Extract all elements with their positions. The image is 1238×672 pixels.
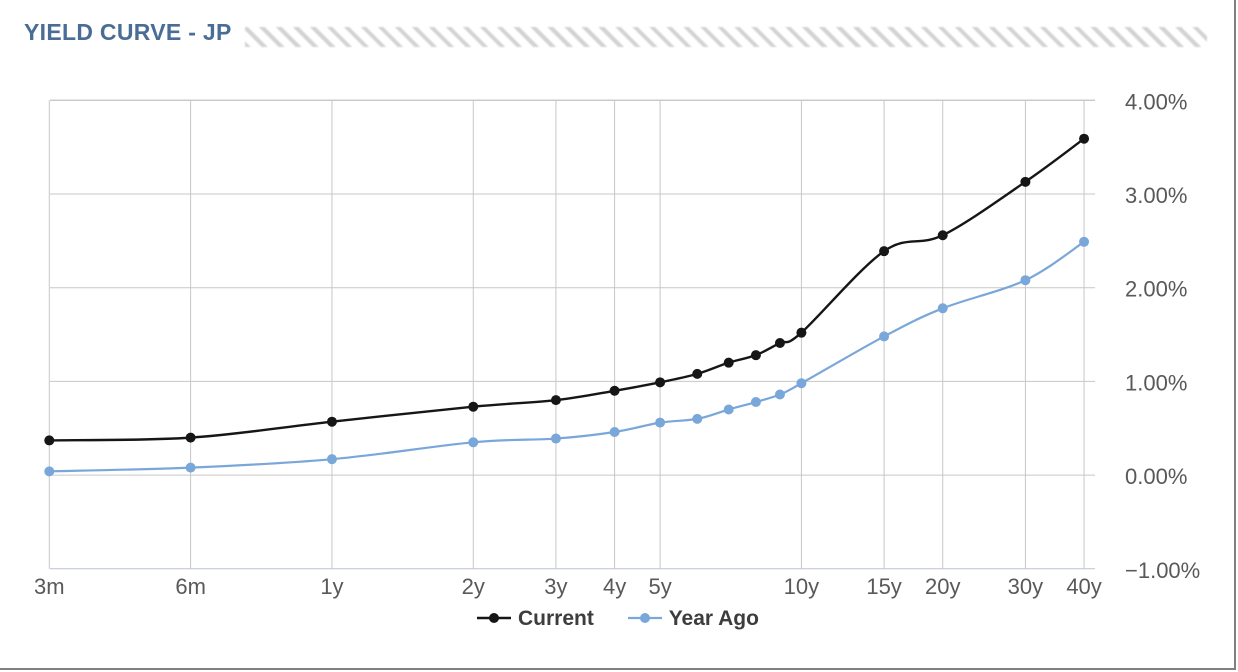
- svg-text:15y: 15y: [866, 574, 901, 599]
- svg-text:20y: 20y: [925, 574, 960, 599]
- svg-text:3m: 3m: [34, 574, 65, 599]
- svg-text:6m: 6m: [175, 574, 206, 599]
- svg-text:10y: 10y: [784, 574, 819, 599]
- svg-text:5y: 5y: [648, 574, 671, 599]
- svg-text:1y: 1y: [320, 574, 343, 599]
- svg-text:2.00%: 2.00%: [1125, 277, 1187, 302]
- svg-text:1.00%: 1.00%: [1125, 370, 1187, 395]
- svg-text:40y: 40y: [1066, 574, 1101, 599]
- svg-text:2y: 2y: [462, 574, 485, 599]
- svg-text:30y: 30y: [1008, 574, 1043, 599]
- svg-text:3y: 3y: [544, 574, 567, 599]
- svg-text:4y: 4y: [603, 574, 626, 599]
- svg-text:0.00%: 0.00%: [1125, 464, 1187, 489]
- svg-text:3.00%: 3.00%: [1125, 183, 1187, 208]
- svg-text:−1.00%: −1.00%: [1125, 558, 1200, 583]
- svg-text:4.00%: 4.00%: [1125, 89, 1187, 114]
